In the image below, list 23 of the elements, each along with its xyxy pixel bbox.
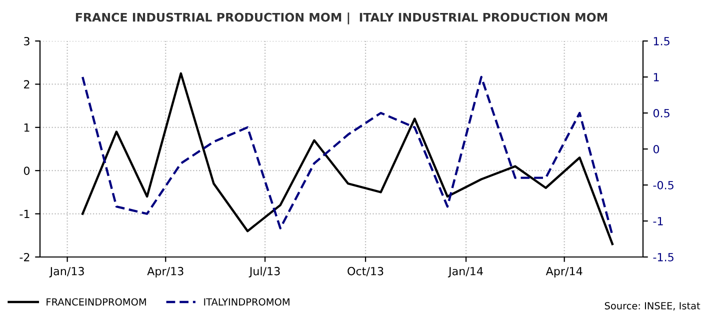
y2-tick-label: 0 [653, 144, 660, 154]
y2-tick-label: -0.5 [653, 180, 674, 190]
y-tick-label: 1 [24, 124, 30, 132]
x-tick-label: Apr/14 [546, 267, 582, 278]
y-tick-label: 2 [24, 80, 30, 88]
y2-tick-label: 0.5 [653, 108, 670, 118]
legend-label: FRANCEINDPROMOM [46, 298, 146, 306]
chart-title: FRANCE INDUSTRIAL PRODUCTION MOM | ITALY INDUSTRIAL PRODUCTION MOM [76, 12, 608, 24]
x-tick-label: Apr/13 [147, 266, 184, 278]
y-tick-label: 3 [24, 36, 30, 46]
x-tick-label: Jan/14 [448, 267, 483, 278]
legend-label: ITALYINDPROMOM [204, 298, 290, 306]
y-tick-label: -2 [20, 252, 30, 262]
y2-tick-label: -1.5 [653, 253, 674, 262]
y-tick-label: -1 [20, 210, 30, 218]
y2-tick-label: -1 [653, 217, 663, 226]
x-tick-label: Jul/13 [248, 266, 280, 278]
x-tick-label: Oct/13 [348, 266, 384, 276]
y2-tick-label: 1.5 [654, 37, 670, 46]
x-tick-label: Jan/13 [49, 266, 84, 278]
y-tick-label: 0 [24, 166, 30, 175]
source-note: Source: INSEE, Istat [604, 302, 700, 310]
y2-tick-label: 1 [654, 73, 659, 82]
